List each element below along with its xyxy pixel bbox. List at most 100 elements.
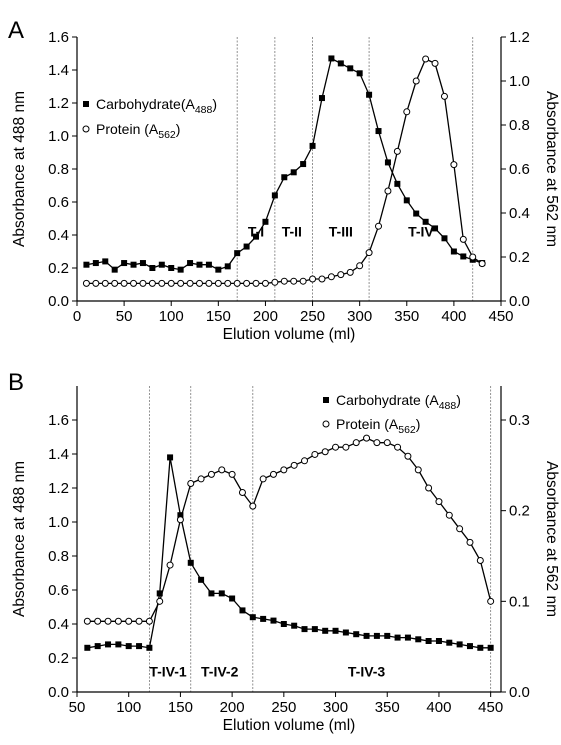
carbohydrate-point xyxy=(83,261,90,268)
y-tick-label-left: 1.6 xyxy=(48,412,69,429)
y-tick-label-right: 0.0 xyxy=(509,684,530,701)
carbohydrate-point xyxy=(363,632,370,639)
protein-point xyxy=(269,470,277,478)
carbohydrate-point xyxy=(156,590,163,597)
carbohydrate-point xyxy=(373,632,380,639)
carbohydrate-point xyxy=(167,454,174,461)
protein-point xyxy=(365,249,373,257)
legend-marker-circle xyxy=(322,420,330,428)
y-tick-label-left: 0.8 xyxy=(48,548,69,565)
y-axis-title-left: Absorbance at 488 nm xyxy=(11,461,28,617)
protein-point xyxy=(233,279,241,287)
carbohydrate-point xyxy=(477,644,484,651)
protein-point xyxy=(156,597,164,605)
carbohydrate-point xyxy=(177,266,184,273)
protein-point xyxy=(238,489,246,497)
y-tick-label-left: 0.6 xyxy=(48,582,69,599)
protein-point xyxy=(290,277,298,285)
carbohydrate-point xyxy=(130,261,137,268)
protein-point xyxy=(139,279,147,287)
carbohydrate-point xyxy=(158,261,165,268)
region-label: T-IV xyxy=(408,224,434,240)
x-tick-label: 150 xyxy=(168,699,193,716)
protein-point xyxy=(186,279,194,287)
carbohydrate-point xyxy=(224,263,231,270)
x-tick-label: 200 xyxy=(220,699,245,716)
protein-point xyxy=(280,277,288,285)
y-tick-label-left: 1.4 xyxy=(48,446,69,463)
region-label: T-I xyxy=(248,224,264,240)
carbohydrate-point xyxy=(102,258,109,265)
x-tick-label: 300 xyxy=(347,308,372,325)
protein-point xyxy=(280,466,288,474)
carbohydrate-point xyxy=(243,243,250,250)
x-tick-label: 400 xyxy=(441,308,466,325)
x-tick-label: 350 xyxy=(375,699,400,716)
y-tick-label-right: 0.3 xyxy=(509,412,530,429)
protein-point xyxy=(425,484,433,492)
carbohydrate-point xyxy=(394,634,401,641)
panel-letter-a: A xyxy=(8,17,24,44)
protein-point xyxy=(445,511,453,519)
x-tick-label: 300 xyxy=(323,699,348,716)
carbohydrate-point xyxy=(168,265,175,271)
protein-point xyxy=(299,277,307,285)
y-tick-label-left: 0.8 xyxy=(48,161,69,178)
carbohydrate-point xyxy=(218,590,225,597)
protein-point xyxy=(431,59,439,67)
carbohydrate-point xyxy=(384,632,391,639)
x-axis-title: Elution volume (ml) xyxy=(223,717,356,734)
carbohydrate-point xyxy=(353,631,360,638)
protein-point xyxy=(214,279,222,287)
x-tick-label: 400 xyxy=(426,699,451,716)
protein-point xyxy=(476,557,484,565)
chart-panel-b: 50 100 150 200 250 300 350 400 450 0.0 0.2 0.4 0.6 0.… xyxy=(11,386,560,734)
legend-entry: Carbohydrate (A488) xyxy=(336,392,461,412)
protein-point xyxy=(394,443,402,451)
protein-point xyxy=(218,466,226,474)
protein-point xyxy=(422,55,430,63)
protein-point xyxy=(92,279,100,287)
carbohydrate-point xyxy=(301,626,308,633)
region-label: T-II xyxy=(282,224,302,240)
carbohydrate-point xyxy=(290,169,297,176)
protein-point xyxy=(384,187,392,195)
protein-point xyxy=(412,77,420,85)
protein-point xyxy=(252,279,260,287)
carbohydrate-point xyxy=(115,641,122,648)
region-label: T-III xyxy=(329,224,353,240)
carbohydrate-point xyxy=(456,641,463,648)
y-axis-title-left: Absorbance at 488 nm xyxy=(11,91,28,247)
protein-point xyxy=(224,279,232,287)
y-tick-label-right: 1.2 xyxy=(509,29,530,46)
protein-point xyxy=(337,271,345,279)
carbohydrate-point xyxy=(125,643,132,650)
legend-marker-square xyxy=(83,101,89,107)
carbohydrate-point xyxy=(466,643,473,650)
y-tick-label-left: 0.6 xyxy=(48,194,69,211)
protein-point xyxy=(195,279,203,287)
carbohydrate-point xyxy=(234,250,241,257)
protein-point xyxy=(125,617,133,625)
protein-point xyxy=(373,439,381,447)
carbohydrate-point xyxy=(425,638,432,644)
carbohydrate-line xyxy=(87,457,491,649)
protein-point xyxy=(271,278,279,286)
region-label: T-IV-3 xyxy=(348,664,386,680)
x-tick-label: 100 xyxy=(116,699,141,716)
x-tick-label: 350 xyxy=(394,308,419,325)
protein-point xyxy=(321,448,329,456)
protein-point xyxy=(311,450,319,458)
carbohydrate-point xyxy=(249,614,256,621)
carbohydrate-point xyxy=(413,210,420,217)
y-axis-title-right: Absorbance at 562 nm xyxy=(543,461,560,617)
carbohydrate-point xyxy=(139,260,146,267)
protein-point xyxy=(456,525,464,533)
carbohydrate-point xyxy=(121,260,128,267)
carbohydrate-point xyxy=(322,627,329,634)
protein-point xyxy=(469,253,477,261)
carbohydrate-point xyxy=(208,590,215,597)
carbohydrate-point xyxy=(446,639,453,646)
y-tick-label-left: 0.4 xyxy=(48,227,69,244)
y-tick-label-right: 0.2 xyxy=(509,249,530,266)
